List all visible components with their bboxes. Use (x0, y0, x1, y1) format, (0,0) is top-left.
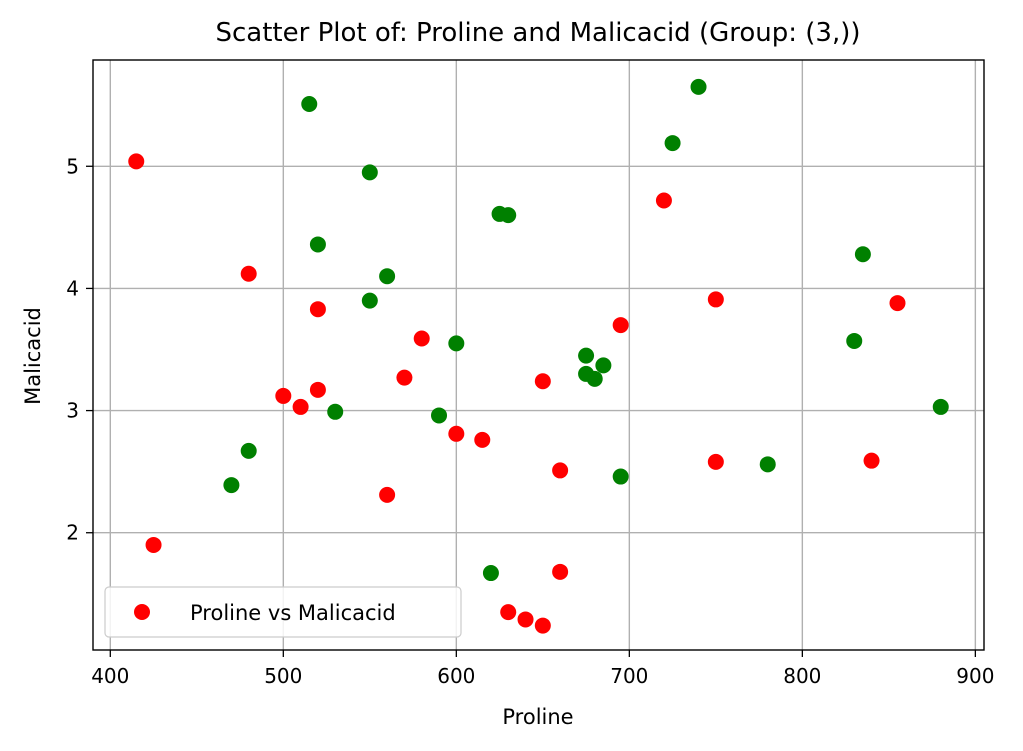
data-point (534, 373, 551, 390)
grid (93, 60, 984, 650)
x-tick-label: 400 (91, 664, 129, 688)
data-point (275, 387, 292, 404)
data-point (292, 398, 309, 415)
axis-ticks: 400 500 600 700 800 900 2 3 4 5 (66, 154, 994, 688)
data-point (482, 565, 499, 582)
y-tick-label: 5 (66, 154, 79, 178)
data-point (552, 462, 569, 479)
data-point (474, 431, 491, 448)
x-tick-label: 800 (783, 664, 821, 688)
data-point (707, 291, 724, 308)
data-point (396, 369, 413, 386)
chart-title: Scatter Plot of: Proline and Malicacid (… (216, 18, 861, 48)
data-point (707, 453, 724, 470)
data-point (690, 78, 707, 95)
data-point (517, 611, 534, 628)
data-point (240, 265, 257, 282)
data-point (586, 370, 603, 387)
data-point (932, 398, 949, 415)
data-point (846, 332, 863, 349)
x-tick-label: 600 (437, 664, 475, 688)
data-points (128, 78, 949, 634)
data-point (327, 403, 344, 420)
y-axis-label: Malicacid (21, 307, 45, 405)
legend: Proline vs Malicacid (104, 586, 462, 638)
x-tick-label: 700 (610, 664, 648, 688)
data-point (534, 617, 551, 634)
legend-label: Proline vs Malicacid (190, 601, 396, 625)
data-point (145, 536, 162, 553)
data-point (309, 236, 326, 253)
data-point (552, 563, 569, 580)
data-point (301, 95, 318, 112)
data-point (500, 604, 517, 621)
data-point (379, 486, 396, 503)
data-point (612, 468, 629, 485)
data-point (578, 347, 595, 364)
data-point (448, 335, 465, 352)
data-point (889, 295, 906, 312)
data-point (309, 381, 326, 398)
data-point (655, 192, 672, 209)
data-point (448, 425, 465, 442)
x-axis-label: Proline (502, 705, 573, 729)
data-point (500, 207, 517, 224)
data-point (128, 153, 145, 170)
x-tick-label: 900 (956, 664, 994, 688)
legend-marker (134, 604, 150, 620)
x-tick-label: 500 (264, 664, 302, 688)
data-point (759, 456, 776, 473)
data-point (431, 407, 448, 424)
data-point (361, 164, 378, 181)
data-point (595, 357, 612, 374)
data-point (309, 301, 326, 318)
data-point (863, 452, 880, 469)
data-point (612, 317, 629, 334)
plot-frame (92, 59, 985, 651)
y-tick-label: 3 (66, 399, 79, 423)
data-point (664, 135, 681, 152)
data-point (379, 268, 396, 285)
data-point (413, 330, 430, 347)
legend-box (104, 586, 462, 638)
data-point (854, 246, 871, 263)
data-point (223, 477, 240, 494)
data-point (240, 442, 257, 459)
y-tick-label: 4 (66, 276, 79, 300)
data-point (361, 292, 378, 309)
y-tick-label: 2 (66, 521, 79, 545)
